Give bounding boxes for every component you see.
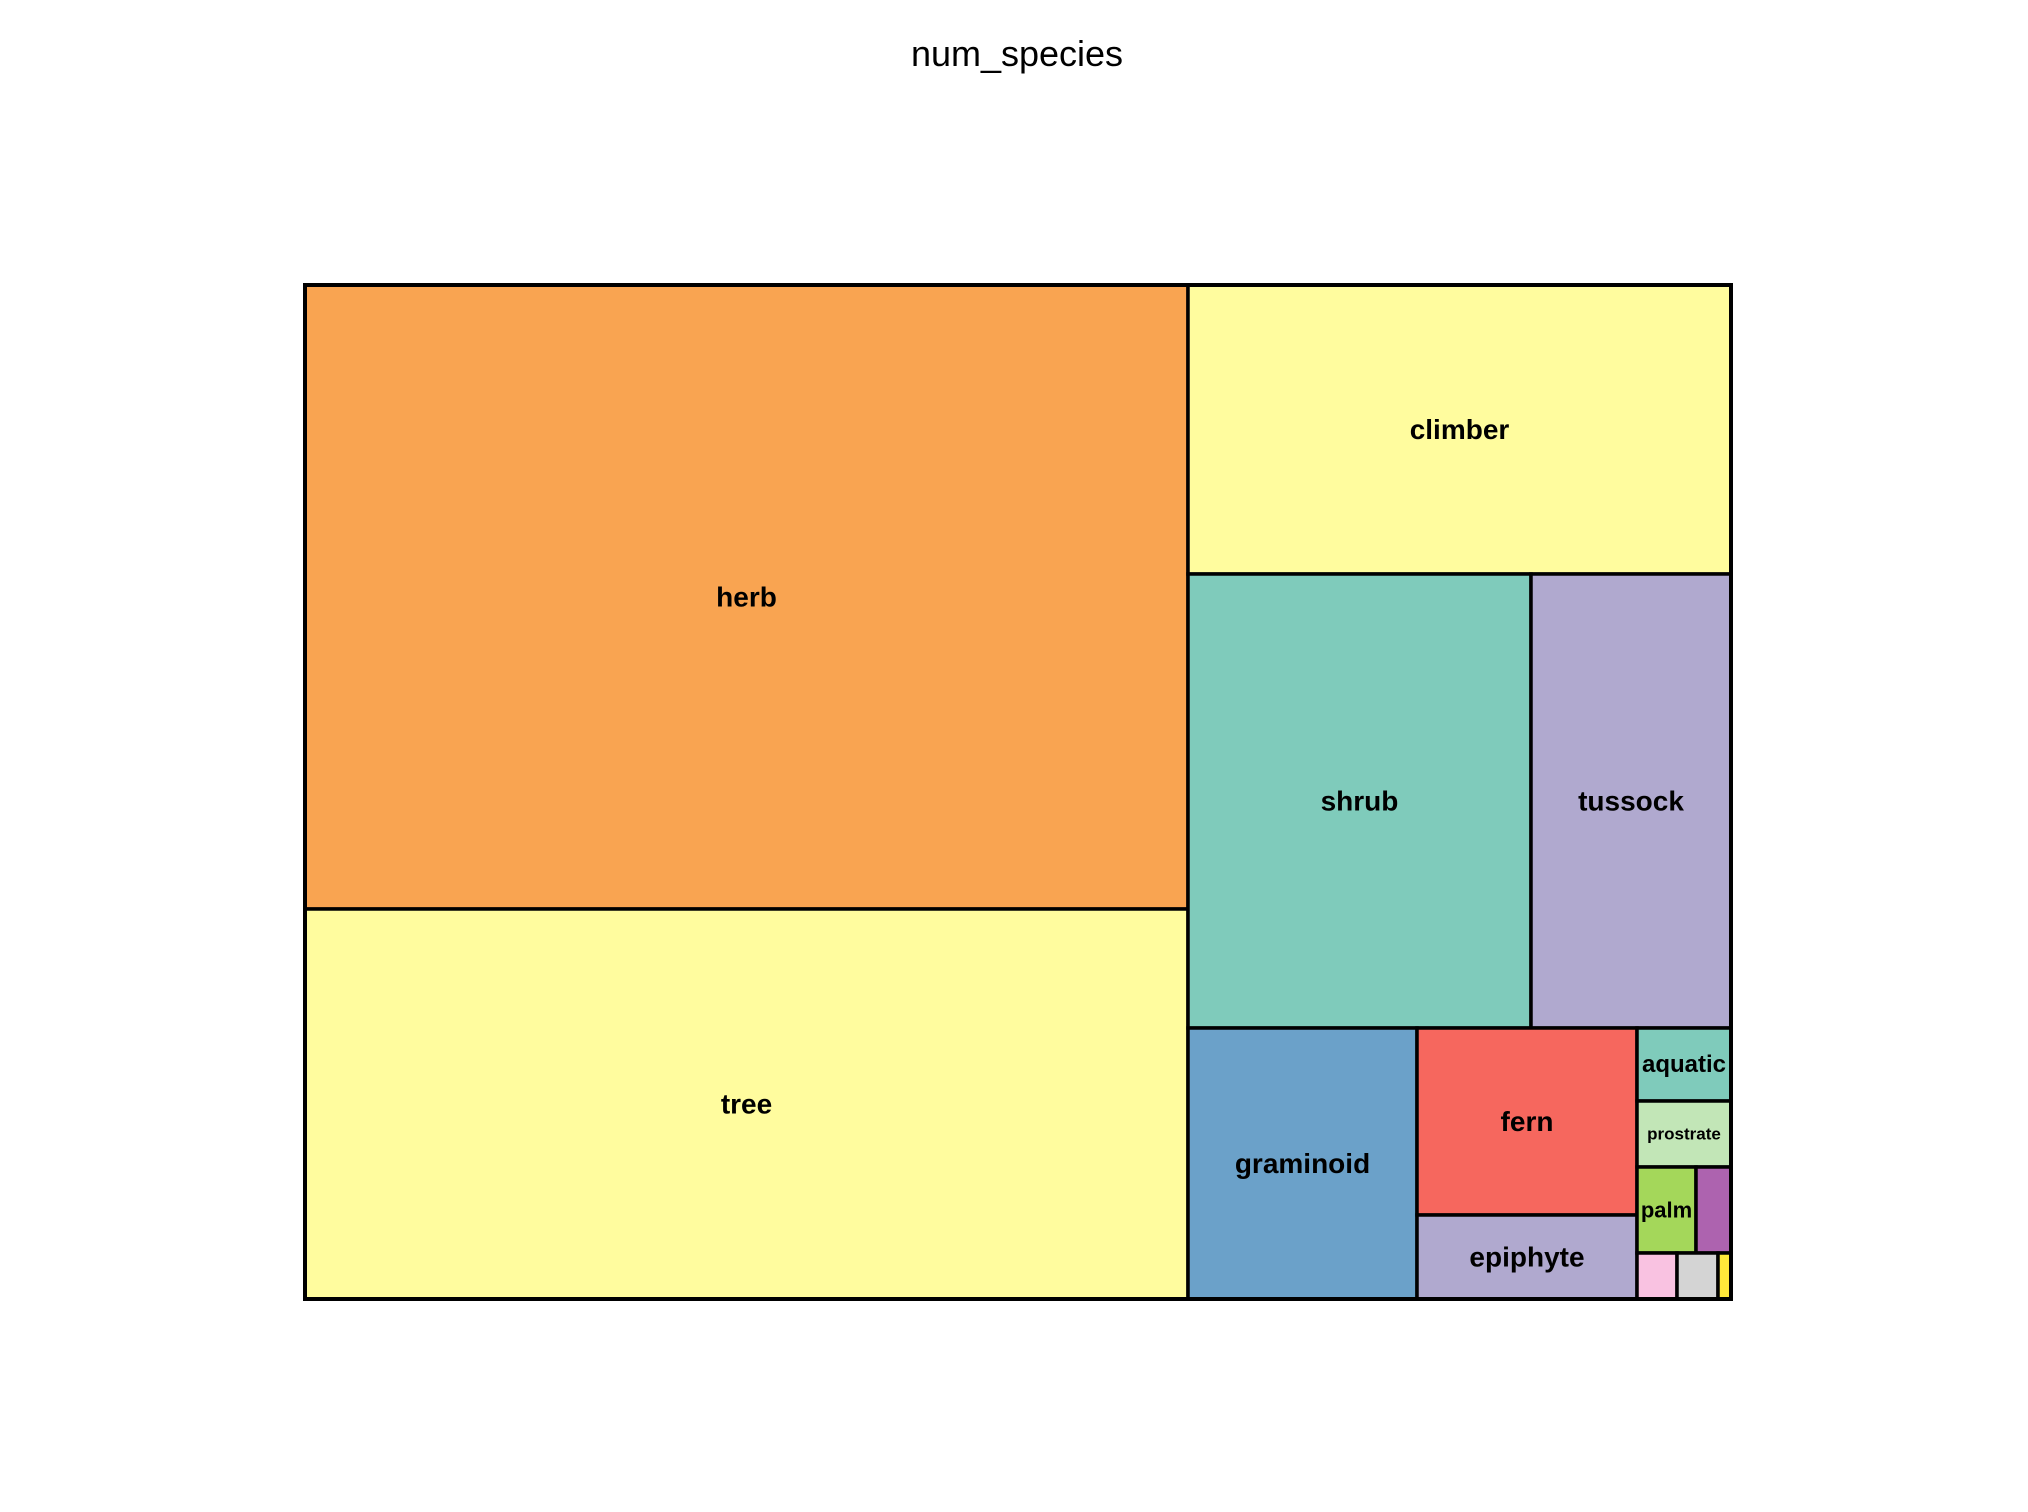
tile-epiphyte	[1415, 1213, 1639, 1301]
tile-label-epiphyte: epiphyte	[1469, 1242, 1584, 1273]
tile-label-aquatic: aquatic	[1642, 1051, 1726, 1078]
chart-title: num_species	[911, 33, 1123, 74]
tile-unlabeled-12	[1635, 1251, 1679, 1301]
tile-graminoid	[1186, 1026, 1419, 1301]
tile-label-tussock: tussock	[1578, 786, 1684, 817]
tile-tree	[303, 907, 1190, 1301]
tile-label-shrub: shrub	[1321, 786, 1399, 817]
tile-label-climber: climber	[1410, 414, 1510, 445]
tile-label-tree: tree	[721, 1089, 772, 1120]
tile-unlabeled-13	[1675, 1251, 1720, 1301]
tile-label-graminoid: graminoid	[1235, 1148, 1370, 1179]
tile-label-herb: herb	[716, 582, 777, 613]
tile-herb	[303, 283, 1190, 911]
tile-label-prostrate: prostrate	[1647, 1125, 1721, 1144]
tile-tussock	[1529, 572, 1733, 1030]
tile-prostrate	[1635, 1099, 1733, 1169]
tile-shrub	[1186, 572, 1533, 1030]
treemap-frame	[303, 283, 1733, 1301]
tile-unlabeled-11	[1694, 1165, 1733, 1255]
tile-label-fern: fern	[1501, 1106, 1554, 1137]
tile-label-palm: palm	[1641, 1198, 1692, 1223]
treemap-tiles: herb tree climber shrub tussock graminoid fern…	[303, 283, 1733, 1301]
